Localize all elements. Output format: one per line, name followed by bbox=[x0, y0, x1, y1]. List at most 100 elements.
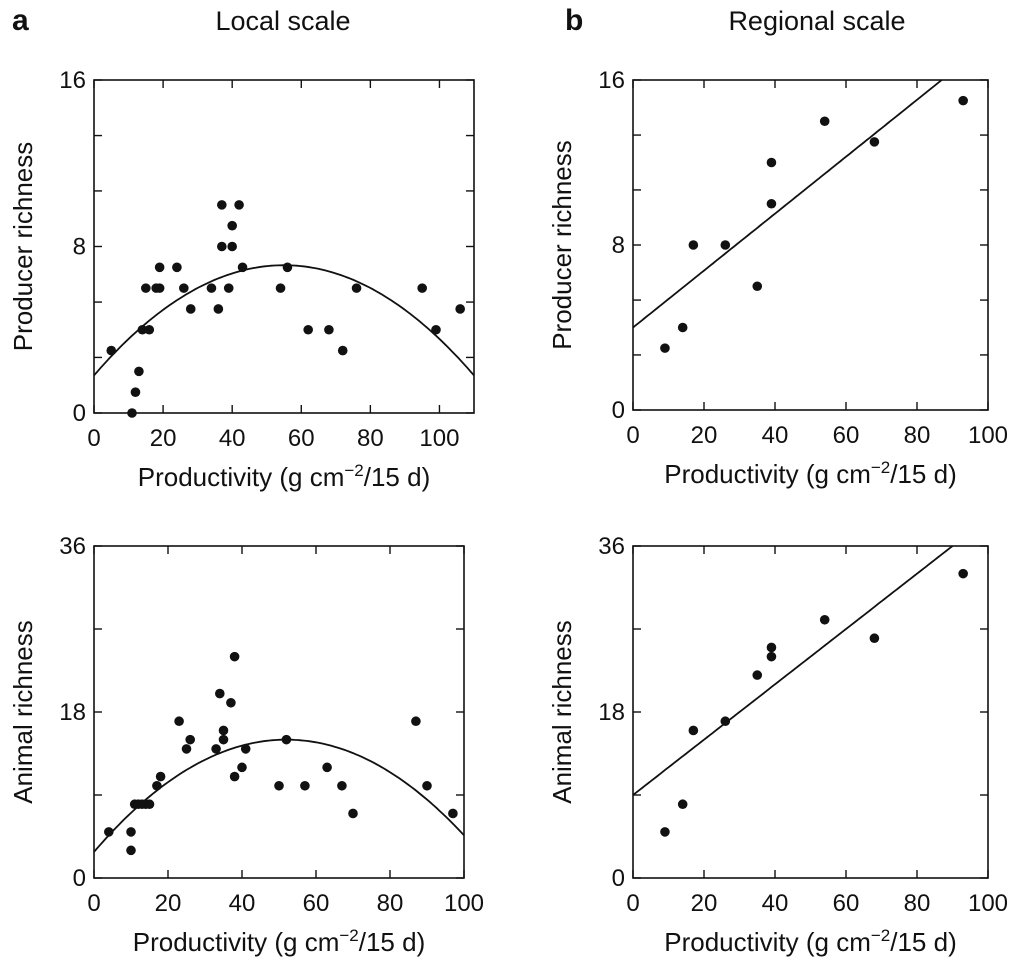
data-point bbox=[300, 780, 310, 791]
data-point bbox=[154, 262, 165, 273]
data-point bbox=[179, 283, 189, 293]
y-tick-label: 0 bbox=[73, 865, 86, 892]
data-point bbox=[322, 762, 332, 773]
data-point bbox=[411, 716, 421, 727]
data-point bbox=[144, 324, 155, 335]
x-axis-label: Productivity (g cm−2/15 d) bbox=[664, 926, 957, 957]
y-tick-label: 36 bbox=[598, 533, 625, 560]
data-point bbox=[206, 283, 217, 293]
column-title-regional: Regional scale bbox=[728, 6, 905, 36]
x-tick-label: 40 bbox=[229, 890, 256, 917]
data-point bbox=[351, 283, 362, 293]
data-point bbox=[126, 827, 136, 837]
data-point bbox=[958, 568, 968, 579]
y-tick-label: 18 bbox=[59, 699, 86, 726]
chart-regional-animal: 0 20 40 60 80 100 0 18 36 Productivity (g cm−2/15… bbox=[547, 533, 1008, 957]
x-axis-label: Productivity (g cm−2/15 d) bbox=[138, 461, 431, 492]
data-point bbox=[422, 780, 432, 791]
data-point bbox=[218, 725, 229, 736]
x-tick-label: 80 bbox=[904, 422, 931, 449]
data-point bbox=[185, 734, 195, 745]
x-tick-label: 100 bbox=[419, 425, 459, 452]
chart-regional-producer: 0 20 40 60 80 100 0 8 16 Productivity (g cm−2/15 … bbox=[547, 67, 1008, 489]
data-point bbox=[448, 808, 458, 819]
chart-local-animal: 0 20 40 60 80 100 0 18 36 Productivity (g cm−2/15… bbox=[8, 533, 484, 957]
x-tick-label: 40 bbox=[762, 422, 789, 449]
y-axis-label: Producer richness bbox=[547, 140, 577, 350]
plot-frame bbox=[632, 79, 989, 411]
y-tick-label: 16 bbox=[59, 67, 86, 94]
data-point bbox=[677, 322, 688, 333]
y-tick-label: 8 bbox=[73, 234, 86, 261]
data-point bbox=[227, 220, 237, 231]
x-tick-label: 0 bbox=[87, 890, 100, 917]
data-point bbox=[152, 780, 162, 791]
data-point bbox=[688, 725, 699, 736]
x-axis-label: Productivity (g cm−2/15 d) bbox=[133, 926, 426, 957]
data-point bbox=[455, 304, 465, 314]
data-point bbox=[155, 771, 166, 782]
data-point bbox=[869, 633, 880, 644]
data-point bbox=[172, 262, 182, 273]
data-point bbox=[211, 744, 221, 754]
data-point bbox=[720, 240, 731, 250]
data-point bbox=[137, 324, 148, 335]
data-point bbox=[819, 116, 830, 127]
x-tick-label: 0 bbox=[626, 890, 639, 917]
quadratic-fit-curve bbox=[94, 738, 464, 853]
data-point bbox=[282, 262, 293, 273]
data-point bbox=[766, 198, 777, 209]
data-point bbox=[660, 343, 670, 353]
data-point bbox=[660, 827, 670, 837]
x-tick-label: 80 bbox=[904, 890, 931, 917]
data-point bbox=[348, 808, 358, 819]
data-point bbox=[185, 304, 196, 314]
y-tick-label: 0 bbox=[612, 397, 625, 424]
y-axis-label: Producer richness bbox=[8, 142, 38, 352]
data-point bbox=[303, 324, 313, 335]
data-point bbox=[229, 771, 240, 782]
regression-line bbox=[633, 80, 944, 329]
x-axis-label: Productivity (g cm−2/15 d) bbox=[664, 458, 957, 489]
x-tick-label: 60 bbox=[288, 425, 315, 452]
x-tick-label: 60 bbox=[833, 890, 860, 917]
data-point bbox=[958, 95, 968, 106]
x-tick-label: 60 bbox=[303, 890, 330, 917]
data-point bbox=[223, 283, 234, 293]
data-point bbox=[217, 241, 227, 252]
plot-frame bbox=[93, 79, 475, 414]
data-point bbox=[869, 137, 880, 147]
column-title-local: Local scale bbox=[215, 6, 350, 36]
y-tick-label: 0 bbox=[612, 865, 625, 892]
x-tick-label: 100 bbox=[968, 422, 1008, 449]
x-tick-label: 0 bbox=[626, 422, 639, 449]
data-point bbox=[215, 688, 225, 699]
x-tick-label: 0 bbox=[87, 425, 100, 452]
plot-frame bbox=[93, 545, 465, 879]
data-point bbox=[766, 157, 777, 168]
data-point bbox=[752, 670, 763, 680]
data-point bbox=[819, 614, 830, 625]
y-tick-label: 0 bbox=[73, 400, 86, 427]
y-tick-label: 16 bbox=[598, 67, 625, 94]
data-point bbox=[226, 697, 236, 708]
panel-letter-b: b bbox=[565, 4, 583, 37]
x-tick-label: 40 bbox=[219, 425, 246, 452]
data-point bbox=[126, 845, 136, 856]
data-point bbox=[431, 324, 441, 335]
regression-line bbox=[633, 546, 954, 796]
panel-letter-a: a bbox=[12, 4, 29, 37]
data-point bbox=[134, 366, 144, 377]
quadratic-fit-curve bbox=[94, 264, 474, 376]
x-tick-label: 100 bbox=[968, 890, 1008, 917]
data-point bbox=[677, 799, 688, 810]
plot-frame bbox=[632, 545, 989, 879]
y-tick-label: 36 bbox=[59, 533, 86, 560]
data-point bbox=[240, 744, 251, 754]
y-tick-label: 8 bbox=[612, 232, 625, 259]
data-point bbox=[217, 200, 227, 210]
data-point bbox=[337, 345, 348, 356]
x-tick-label: 80 bbox=[357, 425, 384, 452]
